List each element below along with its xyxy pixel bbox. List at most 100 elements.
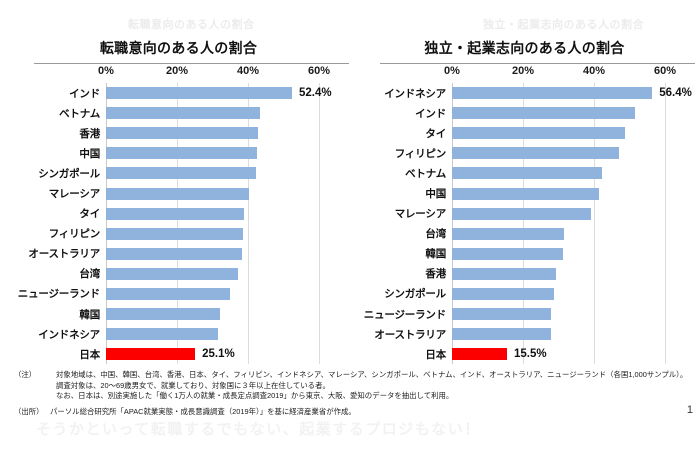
- bar: [452, 147, 619, 160]
- bar-track: [452, 244, 697, 264]
- bar-track: 25.1%: [106, 344, 351, 364]
- axis-tick-left-1: 20%: [165, 65, 189, 77]
- bar: [452, 247, 564, 260]
- bar-track: [106, 224, 351, 244]
- axis-ticks-left: 0% 20% 40% 60%: [6, 63, 351, 83]
- bar-row: 日本 25.1%: [6, 344, 351, 364]
- category-label: マレーシア: [394, 208, 446, 221]
- note-line-0: 対象地域は、中国、韓国、台湾、香港、日本、タイ、フィリピン、インドネシア、マレー…: [56, 370, 688, 379]
- category-label: インド: [415, 107, 446, 120]
- category-label: インドネシア: [384, 87, 446, 100]
- bar-row: 中国: [352, 183, 697, 203]
- category-label: 日本: [79, 348, 100, 361]
- category-label: ベトナム: [59, 107, 100, 120]
- bar-row: 台湾: [352, 224, 697, 244]
- bar-row: 中国: [6, 143, 351, 163]
- category-label: 韓国: [79, 308, 100, 321]
- bar-row: オーストラリア: [6, 244, 351, 264]
- bar-row: インドネシア: [6, 324, 351, 344]
- bar: [452, 127, 625, 140]
- bar: [452, 167, 603, 180]
- bar-track: [106, 163, 351, 183]
- axis-tick-right-3: 60%: [653, 65, 677, 77]
- bar-row: ニュージーランド: [352, 304, 697, 324]
- axis-tick-right-1: 20%: [511, 65, 535, 77]
- bar-track: [106, 304, 351, 324]
- plot-area-right: 0% 20% 40% 60% インドネシア 56.4% インド タイ フィリピン ベトナム 中国マ…: [352, 63, 697, 365]
- bar-track: 56.4%: [452, 83, 697, 103]
- bar: [106, 167, 257, 180]
- bar-row: シンガポール: [352, 284, 697, 304]
- bar-track: [452, 304, 697, 324]
- axis-tick-left-3: 60%: [307, 65, 331, 77]
- bar: [106, 147, 257, 160]
- bar-list-right: インドネシア 56.4% インド タイ フィリピン ベトナム 中国 マレーシア 台湾 韓国 香港 シン…: [352, 83, 697, 365]
- axis-tick-left-2: 40%: [236, 65, 260, 77]
- category-label: 中国: [425, 188, 446, 201]
- category-label: タイ: [79, 208, 100, 221]
- category-label: 台湾: [79, 268, 100, 281]
- page-number: 1: [686, 404, 693, 416]
- bar-row: インドネシア 56.4%: [352, 83, 697, 103]
- bar-track: [106, 123, 351, 143]
- bar-row: 日本 15.5%: [352, 344, 697, 364]
- bar: [106, 127, 259, 140]
- bar-track: [106, 103, 351, 123]
- bar-highlight: [452, 348, 508, 361]
- bar-track: [106, 244, 351, 264]
- bar-value-label: 25.1%: [202, 348, 235, 361]
- bar-track: [452, 324, 697, 344]
- bar-row: インド: [352, 103, 697, 123]
- bar-highlight: [106, 348, 196, 361]
- bar: [452, 328, 552, 341]
- bar-track: [452, 163, 697, 183]
- bar-row: インド 52.4%: [6, 83, 351, 103]
- chart-panel-entrepreneurship: 独立・起業志向のある人の割合 0% 20% 40% 60% インドネシア 56.4% イン…: [352, 38, 697, 365]
- bar-track: 15.5%: [452, 344, 697, 364]
- bar-row: フィリピン: [6, 224, 351, 244]
- bar: [106, 207, 244, 220]
- bar-row: 韓国: [352, 244, 697, 264]
- bar-track: [452, 143, 697, 163]
- bar-row: マレーシア: [6, 183, 351, 203]
- bar-track: [106, 204, 351, 224]
- bar-row: 香港: [352, 264, 697, 284]
- category-label: 香港: [79, 127, 100, 140]
- category-label: 日本: [425, 348, 446, 361]
- axis-rule-right: [380, 63, 695, 64]
- bar-track: [106, 183, 351, 203]
- category-label: ニュージーランド: [17, 288, 100, 301]
- bar-row: 台湾: [6, 264, 351, 284]
- note-line-1: 調査対象は、20〜69歳男女で、就業しており、対象国に３年以上在住している者。: [56, 380, 330, 390]
- bar-row: 香港: [6, 123, 351, 143]
- bar-row: マレーシア: [352, 204, 697, 224]
- bar: [452, 107, 635, 120]
- bar: [452, 187, 599, 200]
- category-label: 中国: [79, 147, 100, 160]
- bar: [106, 187, 250, 200]
- category-label: タイ: [425, 127, 446, 140]
- bar-value-label: 15.5%: [514, 348, 547, 361]
- source-line: パーソル総合研究所「APAC就業実態・成長意識調査（2019年）」を基に経済産業…: [50, 406, 356, 416]
- category-label: ベトナム: [405, 167, 446, 180]
- bar-track: 52.4%: [106, 83, 351, 103]
- category-label: オーストラリア: [374, 328, 446, 341]
- bar-row: 韓国: [6, 304, 351, 324]
- bar-row: タイ: [6, 204, 351, 224]
- category-label: オーストラリア: [28, 248, 100, 261]
- bar-row: ベトナム: [352, 163, 697, 183]
- bar-track: [106, 143, 351, 163]
- note-line-2: なお、日本は、別途実施した「働く1万人の就業・成長定点調査2019」から東京、大…: [56, 391, 454, 401]
- axis-tick-right-0: 0%: [444, 65, 460, 77]
- bar-track: [106, 324, 351, 344]
- bar: [452, 267, 556, 280]
- bar-track: [452, 103, 697, 123]
- bar-track: [452, 284, 697, 304]
- bar-track: [106, 264, 351, 284]
- axis-tick-right-2: 40%: [582, 65, 606, 77]
- category-label: フィリピン: [48, 228, 100, 241]
- category-label: 香港: [425, 268, 446, 281]
- bar-row: シンガポール: [6, 163, 351, 183]
- bar: [452, 227, 564, 240]
